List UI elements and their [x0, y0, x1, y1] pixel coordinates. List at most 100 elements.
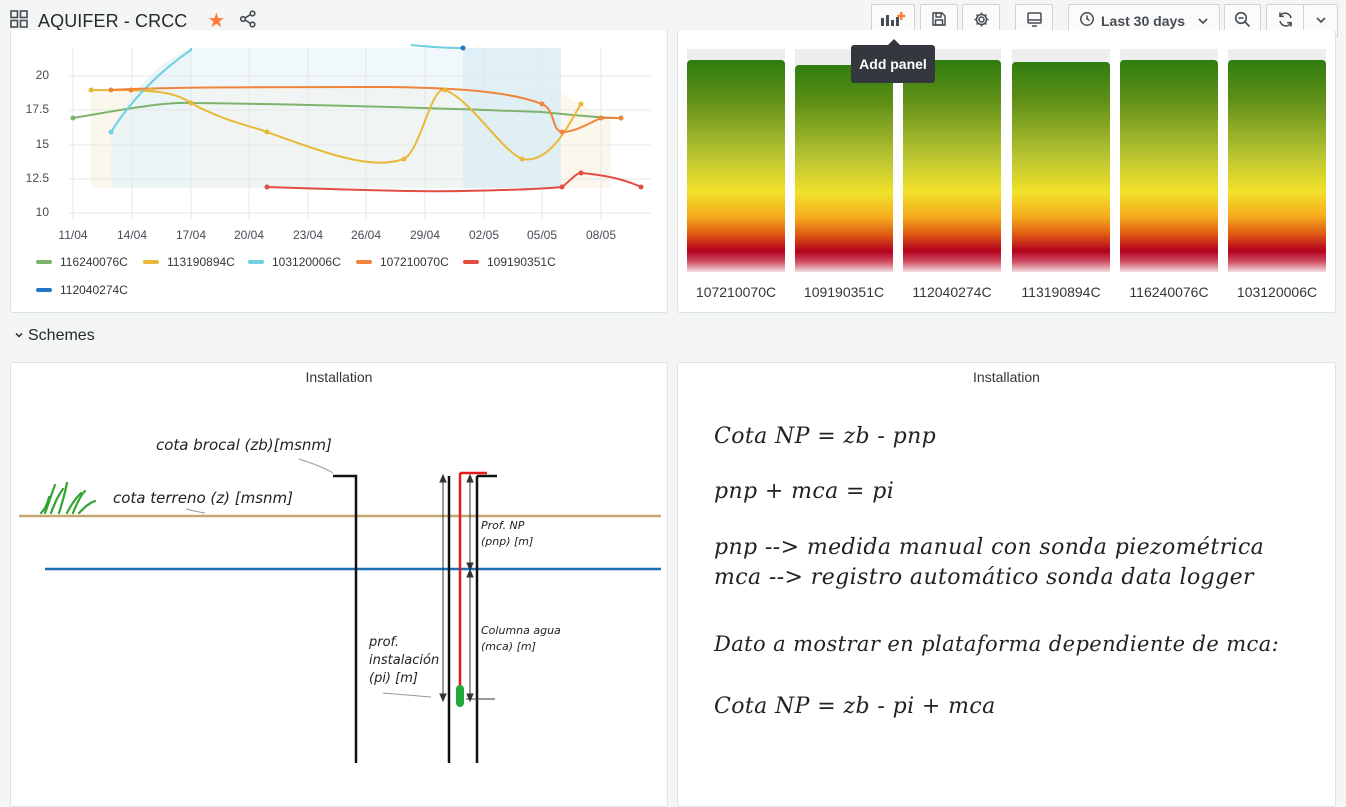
gauge-label: 112040274C: [912, 284, 992, 300]
gauge-bar: [1120, 60, 1218, 272]
legend-item[interactable]: 116240076C: [36, 255, 128, 269]
chevron-down-icon: [1197, 14, 1209, 30]
save-icon: [931, 11, 947, 30]
legend-swatch: [356, 260, 372, 264]
panel-title[interactable]: Installation: [973, 369, 1040, 385]
legend-swatch: [143, 260, 159, 264]
legend-swatch: [36, 288, 52, 292]
label-prof-np: Prof. NP: [481, 519, 525, 532]
x-tick-label: 17/04: [175, 228, 207, 242]
legend-label: 113190894C: [167, 255, 235, 269]
panel-title[interactable]: Installation: [305, 369, 373, 385]
monitor-icon: [1026, 11, 1043, 31]
add-panel-tooltip: Add panel: [851, 39, 935, 83]
series-area-fill: [463, 48, 561, 188]
gauge-bar: [687, 60, 785, 272]
legend-label: 103120006C: [272, 255, 341, 269]
dashboards-grid-icon[interactable]: [10, 9, 28, 33]
legend-item[interactable]: 112040274C: [36, 283, 128, 297]
series-points: [70, 45, 644, 190]
formula-line: Cota NP = zb - pnp: [714, 424, 937, 449]
series-area-fill: [111, 48, 191, 188]
label-pi: (pi) [m]: [369, 671, 418, 686]
legend-swatch: [36, 260, 52, 264]
label-columna-agua: Columna agua: [481, 624, 561, 637]
chevron-down-icon: [14, 327, 24, 345]
series-line-103120006C: [110, 48, 192, 133]
row-title: Schemes: [28, 327, 95, 344]
label-mca: (mca) [m]: [481, 640, 536, 653]
x-tick-label: 23/04: [292, 228, 324, 242]
installation-scheme-drawing: [19, 458, 661, 763]
legend-item[interactable]: 107210070C: [356, 255, 449, 269]
x-tick-label: 26/04: [350, 228, 382, 242]
x-tick-label: 08/05: [585, 228, 617, 242]
clock-icon: [1079, 11, 1095, 30]
x-tick-label: 14/04: [116, 228, 148, 242]
y-tick-label: 10: [35, 205, 49, 219]
series-line-116240076C: [72, 101, 622, 119]
sensor-cable: [458, 471, 487, 688]
gauge-bar: [903, 60, 1001, 272]
gauge-bar: [1228, 60, 1326, 272]
legend-item[interactable]: 109190351C: [463, 255, 556, 269]
legend-label: 112040274C: [60, 283, 128, 297]
label-instalacion: instalación: [369, 653, 440, 668]
gauge-label: 116240076C: [1129, 284, 1209, 300]
y-tick-label: 20: [35, 68, 49, 82]
legend-item[interactable]: 103120006C: [248, 255, 341, 269]
chevron-down-icon: [1315, 13, 1327, 29]
add-panel-icon: [880, 10, 906, 31]
x-tick-label: 29/04: [409, 228, 441, 242]
well-casing: [475, 474, 497, 763]
star-icon[interactable]: ★: [207, 10, 226, 32]
gauge-label: 107210070C: [695, 284, 777, 300]
formula-line: pnp + mca = pi: [714, 479, 895, 504]
x-tick-label: 11/04: [58, 228, 88, 242]
y-tick-label: 17.5: [25, 102, 49, 116]
label-cota-brocal: cota brocal (zb)[msnm]: [156, 436, 332, 454]
series-line-109190351C: [266, 171, 642, 193]
x-tick-label: 02/05: [468, 228, 500, 242]
installation-panel-right: Installation: [677, 362, 1336, 807]
gauge-label: 113190894C: [1021, 284, 1101, 300]
dashboard-title-group: AQUIFER - CRCC ★: [10, 9, 257, 33]
leader-lines: [185, 458, 432, 698]
row-header-schemes[interactable]: Schemes: [14, 327, 95, 345]
time-range-label: Last 30 days: [1101, 12, 1186, 29]
legend-label: 116240076C: [60, 255, 128, 269]
formula-line: Cota NP = zb - pi + mca: [714, 694, 996, 719]
graph-canvas: [69, 44, 651, 220]
legend-label: 109190351C: [487, 255, 556, 269]
label-prof: prof.: [369, 635, 400, 650]
graph-panel: 20 17.5 15 12.5 10 11/04 14/04 17/04 20/…: [10, 30, 668, 313]
label-cota-terreno: cota terreno (z) [msnm]: [113, 489, 293, 507]
legend-label: 107210070C: [380, 255, 449, 269]
x-tick-label: 20/04: [233, 228, 265, 242]
gauge-bar: [795, 65, 893, 272]
gear-icon: [973, 11, 990, 31]
dimension-arrows: [439, 473, 495, 703]
gauge-label: 103120006C: [1236, 284, 1318, 300]
installation-panel-left: Installation: [10, 362, 668, 807]
label-pnp: (pnp) [m]: [481, 535, 534, 548]
bar-gauge-panel: 107210070C 109190351C 112040274C 1131908…: [677, 30, 1336, 313]
legend-swatch: [463, 260, 479, 264]
legend-item[interactable]: 113190894C: [143, 255, 235, 269]
gauge-label: 109190351C: [803, 284, 885, 300]
legend-swatch: [248, 260, 264, 264]
formula-line: Dato a mostrar en plataforma dependiente…: [714, 632, 1280, 656]
x-tick-label: 05/05: [526, 228, 558, 242]
zoom-out-icon: [1234, 11, 1251, 31]
sensor-probe: [456, 685, 464, 707]
share-icon[interactable]: [239, 9, 257, 33]
y-tick-label: 15: [35, 137, 49, 151]
formula-line: pnp --> medida manual con sonda piezomét…: [714, 535, 1265, 560]
y-tick-label: 12.5: [25, 171, 49, 185]
gauge-bar: [1012, 62, 1110, 272]
series-line-103120006C: [410, 44, 464, 49]
refresh-icon: [1277, 11, 1294, 31]
dashboard-title[interactable]: AQUIFER - CRCC: [38, 10, 188, 31]
grass-icon: [39, 481, 97, 515]
well-casing: [333, 474, 358, 763]
